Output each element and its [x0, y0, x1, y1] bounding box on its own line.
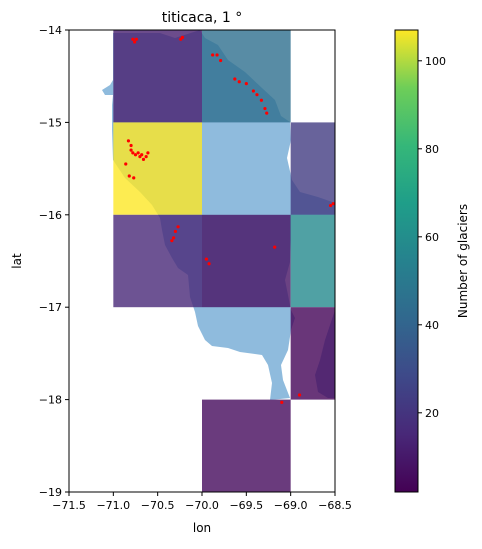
glacier-point [179, 38, 182, 41]
glacier-point [329, 204, 332, 207]
x-tick-label: −70.0 [185, 499, 219, 512]
colorbar-tick-label: 40 [425, 319, 439, 332]
glacier-point [260, 99, 263, 102]
heatmap-cell-0 [113, 30, 202, 122]
glacier-point [176, 225, 179, 228]
colorbar-ticks: 20 40 60 80 100 [418, 55, 446, 420]
glacier-point [207, 262, 210, 265]
x-tick-label: −68.5 [318, 499, 352, 512]
y-tick-label: −15 [39, 116, 62, 129]
heatmap-cell-4 [113, 215, 202, 307]
glacier-point [132, 176, 135, 179]
y-tick-label: −14 [39, 24, 62, 37]
glacier-point [233, 77, 236, 80]
glacier-point [172, 236, 175, 239]
glacier-point [137, 151, 140, 154]
glacier-point [129, 149, 132, 152]
glacier-point [215, 53, 218, 56]
heatmap-cell-6 [291, 215, 335, 307]
x-tick-label: −69.0 [274, 499, 308, 512]
heatmap-cells [113, 30, 335, 492]
colorbar-tick-label: 100 [425, 55, 446, 68]
glacier-point [131, 38, 134, 41]
glacier-point [170, 239, 173, 242]
heatmap-cell-2 [113, 122, 202, 214]
chart-title: titicaca, 1 ° [162, 10, 243, 26]
colorbar [395, 30, 418, 492]
glacier-point [140, 153, 143, 156]
colorbar-tick-label: 60 [425, 231, 439, 244]
glacier-point [280, 401, 283, 404]
y-tick-label: −18 [39, 394, 62, 407]
glacier-point [252, 89, 255, 92]
glacier-point [219, 59, 222, 62]
heatmap-cell-7 [291, 307, 335, 399]
glacier-point [245, 82, 248, 85]
glacier-point [205, 258, 208, 261]
y-axis-label: lat [10, 253, 24, 269]
glacier-point [255, 93, 258, 96]
y-axis: −19 −18 −17 −16 −15 −14 [39, 24, 69, 499]
glacier-point [145, 155, 148, 158]
glacier-point [263, 107, 266, 110]
glacier-point [124, 162, 127, 165]
glacier-point [332, 202, 335, 205]
x-axis-label: lon [193, 521, 211, 535]
x-tick-label: −69.5 [229, 499, 263, 512]
glacier-point [211, 53, 214, 56]
heatmap-cell-5 [202, 215, 291, 307]
glacier-point [298, 393, 301, 396]
glacier-point [131, 151, 134, 154]
x-tick-label: −71.0 [96, 499, 130, 512]
glacier-point [238, 80, 241, 83]
colorbar-tick-label: 80 [425, 143, 439, 156]
glacier-point [128, 174, 131, 177]
glacier-point [135, 38, 138, 41]
heatmap-cell-1 [202, 30, 291, 122]
y-tick-label: −19 [39, 486, 62, 499]
y-tick-label: −16 [39, 209, 62, 222]
glacier-point [265, 112, 268, 115]
glacier-point [146, 151, 149, 154]
glacier-point [134, 153, 137, 156]
y-tick-label: −17 [39, 301, 62, 314]
heatmap-cell-8 [202, 400, 291, 492]
x-tick-label: −70.5 [141, 499, 175, 512]
glacier-point [142, 158, 145, 161]
colorbar-tick-label: 20 [425, 407, 439, 420]
x-axis: −71.5 −71.0 −70.5 −70.0 −69.5 −69.0 −68.5 [52, 492, 352, 512]
glacier-point [127, 139, 130, 142]
glacier-point [273, 246, 276, 249]
x-tick-label: −71.5 [52, 499, 86, 512]
glacier-point [133, 40, 136, 43]
glacier-point [174, 230, 177, 233]
glacier-point [129, 144, 132, 147]
colorbar-label: Number of glaciers [456, 204, 470, 318]
heatmap-cell-3 [291, 122, 335, 214]
